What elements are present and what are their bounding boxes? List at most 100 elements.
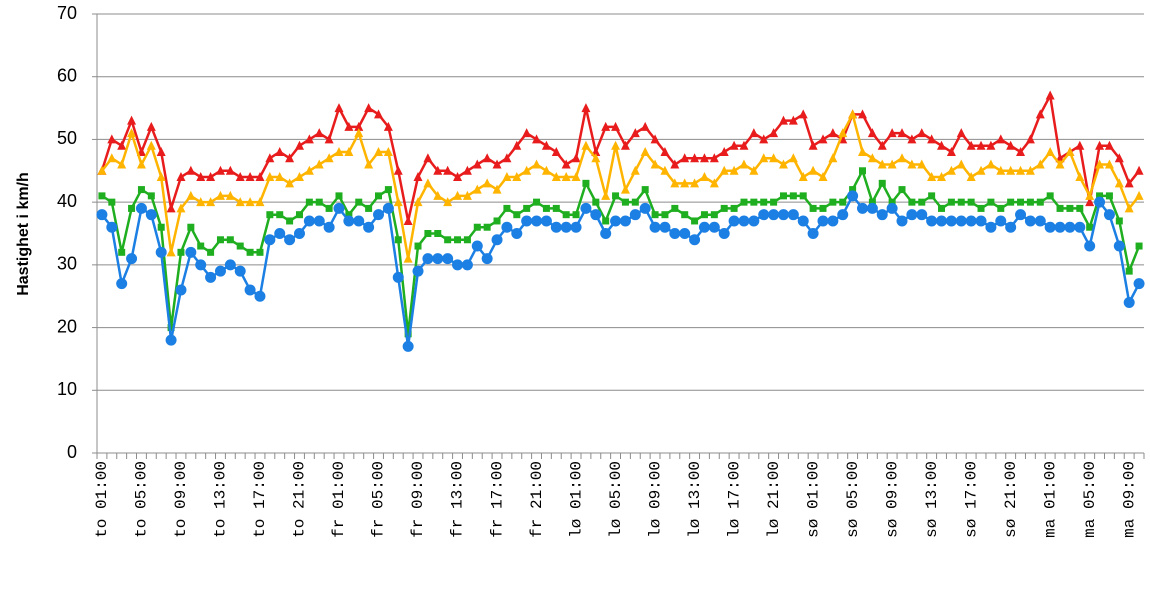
point <box>205 271 217 283</box>
point <box>986 159 996 169</box>
point <box>759 134 769 144</box>
point <box>709 153 719 163</box>
x-tick-label: lø 17:00 <box>725 461 743 538</box>
point <box>175 284 187 296</box>
point <box>550 221 562 233</box>
point <box>849 186 857 194</box>
point <box>1024 215 1036 227</box>
point <box>522 165 532 175</box>
point <box>226 236 234 244</box>
point <box>897 128 907 138</box>
x-tick-label: fr 05:00 <box>370 461 388 538</box>
series-line <box>101 169 1141 336</box>
x-tick-label: sø 01:00 <box>804 461 822 538</box>
point <box>187 223 195 231</box>
point <box>265 153 275 163</box>
point <box>619 215 631 227</box>
point <box>1015 209 1027 221</box>
point <box>837 209 849 221</box>
point <box>955 215 967 227</box>
point <box>196 197 206 207</box>
point <box>128 204 136 212</box>
point <box>206 197 216 207</box>
point <box>1095 140 1105 150</box>
point <box>729 165 739 175</box>
point <box>877 159 887 169</box>
point <box>818 134 828 144</box>
point <box>661 211 669 219</box>
point <box>1006 140 1016 150</box>
point <box>541 140 551 150</box>
point <box>541 165 551 175</box>
point <box>581 103 591 113</box>
point <box>146 121 156 131</box>
point <box>324 153 334 163</box>
x-tick-label: sø 13:00 <box>923 461 941 538</box>
point <box>333 202 345 214</box>
point <box>274 228 286 239</box>
x-tick-label: to 05:00 <box>133 461 151 538</box>
point <box>444 236 452 244</box>
point <box>768 209 780 221</box>
point <box>680 178 690 188</box>
point <box>630 165 640 175</box>
point <box>423 153 433 163</box>
point <box>1094 196 1106 208</box>
y-tick-label: 10 <box>57 379 77 399</box>
point <box>1084 240 1096 252</box>
point <box>938 204 946 212</box>
point <box>1016 146 1026 156</box>
y-tick-label: 30 <box>57 254 77 274</box>
point <box>957 198 965 206</box>
point <box>650 134 660 144</box>
point <box>1005 221 1017 233</box>
point <box>522 128 532 138</box>
point <box>323 221 335 233</box>
point <box>966 140 976 150</box>
x-tick-label: sø 05:00 <box>844 461 862 538</box>
x-tick-label: ma 09:00 <box>1120 461 1138 538</box>
point <box>720 204 728 212</box>
point <box>393 165 403 175</box>
point <box>769 153 779 163</box>
y-axis-title: Hastighet i km/h <box>15 172 32 296</box>
point <box>750 198 758 206</box>
point <box>856 202 868 214</box>
point <box>532 159 542 169</box>
point <box>621 198 629 206</box>
point <box>532 134 542 144</box>
point <box>946 165 956 175</box>
point <box>1034 215 1046 227</box>
point <box>659 221 671 233</box>
point <box>580 202 592 214</box>
point <box>314 128 324 138</box>
point <box>1134 165 1144 175</box>
point <box>847 190 859 202</box>
point <box>967 198 975 206</box>
point <box>424 230 432 237</box>
point <box>383 146 393 156</box>
point <box>235 197 245 207</box>
x-tick-label: to 21:00 <box>291 461 309 538</box>
point <box>433 165 443 175</box>
point <box>1085 197 1095 207</box>
y-tick-label: 40 <box>57 191 77 211</box>
point <box>918 198 926 206</box>
point <box>1066 204 1074 212</box>
x-tick-label: lø 13:00 <box>686 461 704 538</box>
point <box>493 217 501 225</box>
x-tick-label: to 13:00 <box>212 461 230 538</box>
point <box>1085 190 1095 200</box>
point <box>235 172 245 182</box>
point <box>1086 223 1094 231</box>
point <box>481 253 493 265</box>
point <box>887 128 897 138</box>
point <box>196 172 206 182</box>
series-line <box>100 94 1141 223</box>
point <box>225 190 235 200</box>
point <box>1075 172 1085 182</box>
point <box>523 204 531 212</box>
point <box>639 202 651 214</box>
point <box>315 198 323 206</box>
point <box>1007 198 1015 206</box>
